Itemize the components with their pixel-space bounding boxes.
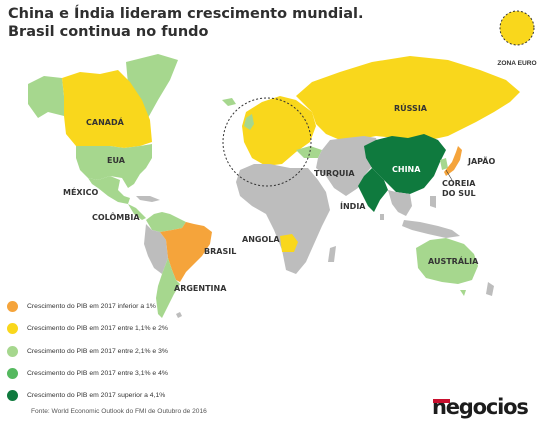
label-angola: ANGOLA [242, 235, 280, 244]
title-line-1: China e Índia lideram crescimento mundia… [8, 6, 364, 22]
legend-label: Crescimento do PIB em 2017 entre 1,1% e … [27, 325, 168, 333]
label-brasil: BRASIL [204, 247, 236, 256]
euro-zone-highlight [222, 97, 312, 187]
label-china: CHINA [392, 165, 421, 174]
australia-shape [416, 238, 478, 284]
label-russia: RÚSSIA [394, 102, 428, 113]
southeast-asia-shape [388, 190, 412, 216]
andes-shape [144, 224, 168, 274]
label-canada: CANADÁ [86, 116, 125, 127]
iceland-shape [222, 98, 236, 106]
map-title: China e Índia lideram crescimento mundia… [8, 5, 398, 41]
mexico-shape [88, 176, 130, 204]
label-australia: AUSTRÁLIA [428, 255, 479, 266]
legend-dot-icon [7, 323, 18, 335]
euro-zone-key-circle [499, 10, 535, 46]
argentina-shape [156, 258, 180, 318]
legend-item: Crescimento do PIB em 2017 entre 2,1% e … [7, 345, 168, 357]
brand-logo: negocios [432, 395, 529, 419]
legend-label: Crescimento do PIB em 2017 entre 2,1% e … [27, 347, 168, 355]
brand-accent-bar [433, 399, 450, 403]
label-eua: EUA [107, 156, 126, 165]
falklands-shape [176, 312, 182, 318]
label-turquia: TURQUIA [314, 169, 355, 178]
greenland-shape [126, 54, 178, 118]
indonesia-shape [402, 220, 460, 238]
middle-east-shape [316, 136, 380, 196]
legend-item: Crescimento do PIB em 2017 entre 1,1% e … [7, 323, 168, 335]
label-coreia-line2: DO SUL [442, 189, 476, 198]
russia-shape [296, 56, 520, 140]
sri-lanka-shape [380, 214, 384, 220]
label-colombia: COLÔMBIA [92, 211, 140, 222]
turquia-shape [296, 146, 322, 158]
china-shape [364, 134, 446, 194]
legend-item: Crescimento do PIB em 2017 superior a 4,… [7, 390, 168, 402]
philippines-shape [430, 196, 436, 208]
canada-shape [62, 70, 152, 148]
legend-dot-icon [7, 345, 18, 357]
legend-label: Crescimento do PIB em 2017 inferior a 1% [27, 303, 156, 310]
india-shape [358, 168, 388, 212]
legend-dot-icon [7, 367, 18, 379]
label-argentina: ARGENTINA [174, 284, 227, 293]
japao-shape [444, 146, 462, 176]
korea-pointer [445, 169, 453, 181]
legend-label: Crescimento do PIB em 2017 superior a 4,… [27, 392, 166, 400]
madagascar-shape [328, 246, 336, 262]
legend: Crescimento do PIB em 2017 inferior a 1%… [7, 301, 168, 412]
legend-dot-icon [7, 390, 18, 402]
label-india: ÍNDIA [340, 200, 366, 211]
eua-shape [76, 144, 152, 188]
legend-dot-icon [7, 301, 18, 312]
uk-shape [244, 114, 254, 130]
label-japao: JAPÃO [467, 156, 495, 166]
legend-item: Crescimento do PIB em 2017 inferior a 1% [7, 301, 168, 312]
label-coreia-line1: COREIA [442, 179, 476, 188]
legend-label: Crescimento do PIB em 2017 entre 3,1% e … [27, 369, 168, 377]
korea-shape [440, 158, 448, 170]
alaska-shape [28, 76, 64, 118]
euro-zone-label: ZONA EURO [497, 60, 537, 67]
source-note: Fonte: World Economic Outlook do FMI de … [31, 408, 207, 415]
tasmania-shape [460, 290, 466, 296]
africa-shape [236, 164, 330, 274]
colombia-shape [146, 212, 186, 232]
brasil-shape [160, 222, 212, 282]
europe-shape [242, 96, 316, 166]
legend-item: Crescimento do PIB em 2017 entre 3,1% e … [7, 367, 168, 379]
title-line-2: Brasil continua no fundo [8, 24, 209, 40]
caribbean-shape [136, 196, 160, 202]
central-america-shape [128, 204, 146, 220]
label-mexico: MÉXICO [63, 186, 98, 197]
angola-shape [280, 234, 298, 252]
new-zealand-shape [486, 282, 494, 296]
